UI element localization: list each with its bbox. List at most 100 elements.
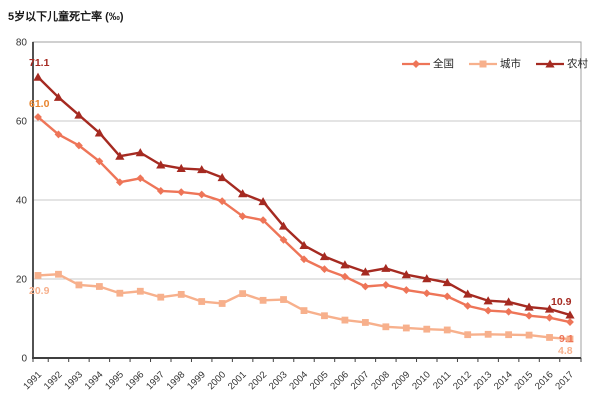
national-point-marker (279, 235, 288, 244)
national-point-marker (259, 216, 267, 225)
legend-item-national: 全国 (402, 56, 454, 71)
rural-point-marker (94, 128, 104, 137)
urban-point-marker (464, 331, 472, 339)
x-tick-label: 1997 (144, 369, 167, 392)
x-tick-label: 1993 (62, 369, 85, 392)
urban-point-marker (566, 335, 574, 343)
data-label: 4.8 (558, 345, 573, 357)
data-label: 71.1 (29, 57, 50, 69)
national-point-marker (75, 141, 83, 150)
national-point-marker (136, 174, 145, 183)
x-tick-label: 1999 (185, 369, 208, 392)
national-point-marker (197, 190, 206, 199)
national-point-marker (463, 301, 472, 310)
urban-point-marker (505, 331, 513, 339)
x-tick-label: 2016 (533, 369, 556, 392)
national-point-marker (300, 255, 308, 264)
national-point-marker (54, 130, 63, 139)
x-tick-label: 1994 (83, 369, 106, 392)
legend-label: 农村 (567, 58, 588, 70)
rural-point-marker (278, 221, 289, 230)
x-tick-label: 2011 (431, 369, 453, 391)
rural-point-marker (442, 278, 452, 287)
rural-point-marker (74, 110, 84, 119)
urban-point-marker (218, 300, 226, 307)
rural-point-marker (258, 197, 268, 206)
rural-point-marker (135, 148, 145, 157)
rural-point-marker (422, 274, 432, 283)
national-point-marker (484, 306, 493, 315)
x-tick-label: 2009 (390, 369, 413, 392)
national-point-marker (402, 286, 411, 294)
x-tick-label: 2013 (472, 369, 495, 392)
urban-point-marker (75, 281, 83, 289)
x-tick-label: 2007 (349, 369, 372, 392)
national-point-marker (545, 313, 554, 322)
national-point-marker (422, 289, 431, 298)
national-point-marker (238, 212, 247, 221)
x-tick-label: 2004 (287, 369, 310, 392)
national-point-marker (525, 311, 533, 320)
national-point-marker (218, 197, 227, 206)
urban-point-marker (300, 307, 308, 314)
rural-point-marker (340, 260, 350, 269)
x-tick-label: 2012 (451, 369, 474, 392)
national-point-marker (34, 113, 42, 121)
urban-point-marker (423, 325, 431, 333)
x-tick-label: 2006 (328, 369, 351, 392)
urban-point-marker (321, 312, 328, 320)
rural-point-marker (381, 263, 391, 272)
rural-point-marker (524, 302, 534, 311)
national-point-marker (361, 282, 370, 291)
rural-point-marker (565, 310, 575, 319)
rural-point-marker (360, 267, 370, 276)
x-tick-label: 2010 (410, 369, 433, 392)
urban-point-marker (402, 324, 410, 332)
urban-point-marker (280, 296, 287, 303)
x-tick-label: 1995 (103, 369, 126, 392)
x-tick-label: 1991 (21, 369, 44, 392)
rural-point-marker (504, 297, 514, 306)
national-point-marker (320, 265, 329, 274)
rural-legend-marker-icon (536, 59, 564, 67)
national-point-marker (156, 187, 165, 195)
national-point-marker (95, 157, 104, 166)
legend: 全国 城市 农村 (402, 56, 588, 71)
urban-point-marker (177, 291, 185, 298)
urban-legend-marker-icon (469, 60, 497, 67)
data-label: 20.9 (29, 285, 50, 297)
legend-label: 城市 (500, 58, 521, 70)
rural-point-marker (217, 172, 227, 182)
urban-point-marker (341, 316, 349, 324)
rural-point-marker (483, 296, 493, 305)
rural-point-marker (238, 189, 248, 198)
rural-point-marker (115, 151, 125, 160)
data-label: 9.1 (559, 333, 574, 345)
rural-point-marker (197, 165, 207, 174)
national-point-marker (504, 307, 513, 316)
rural-point-marker (299, 240, 309, 250)
urban-point-marker (259, 296, 267, 304)
national-point-marker (115, 178, 124, 187)
rural-point-marker (544, 304, 555, 313)
x-tick-label: 2005 (308, 369, 331, 392)
urban-point-marker (95, 283, 103, 290)
y-tick-label: 80 (16, 38, 28, 49)
rural-point-marker (463, 289, 473, 298)
rural-point-marker (33, 72, 43, 81)
y-tick-label: 20 (16, 275, 28, 286)
urban-point-marker (382, 323, 390, 331)
national-point-marker (341, 272, 349, 281)
legend-item-urban: 城市 (469, 56, 521, 71)
x-tick-label: 1996 (124, 369, 147, 392)
chart-title: 5岁以下儿童死亡率 (‰) (8, 11, 124, 23)
x-tick-label: 2001 (226, 369, 249, 392)
x-tick-label: 2002 (246, 369, 269, 392)
data-label: 61.0 (29, 98, 50, 110)
national-legend-marker-icon (402, 59, 430, 68)
urban-point-marker (546, 334, 553, 341)
x-tick-label: 1998 (165, 369, 188, 392)
x-tick-label: 2014 (492, 369, 515, 392)
